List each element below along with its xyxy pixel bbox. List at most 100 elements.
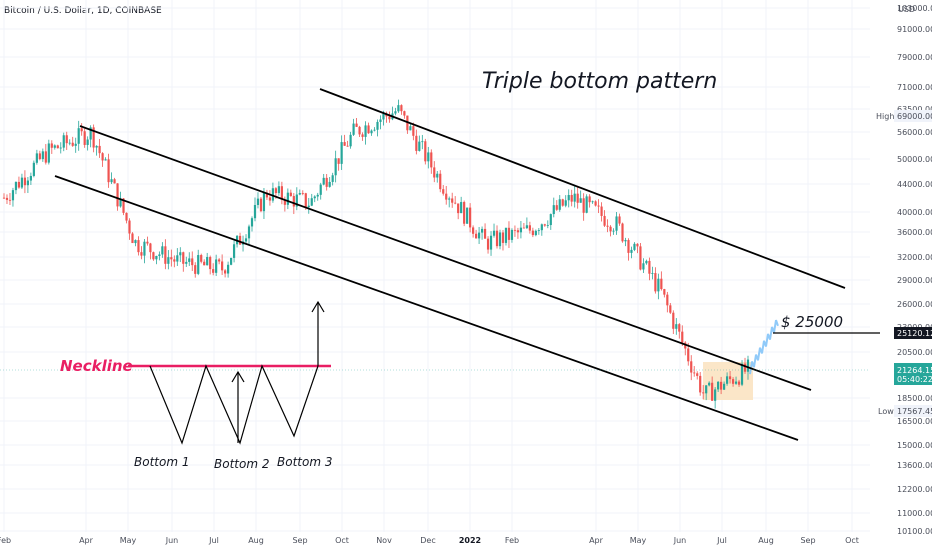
price-tick-label: 32000.00 xyxy=(897,253,932,262)
projection-line xyxy=(749,319,779,375)
candle xyxy=(268,190,272,206)
candle xyxy=(352,118,355,136)
price-axis[interactable]: 103000.00 91000.00 79000.00 71000.00 63500.0… xyxy=(897,4,932,536)
candle xyxy=(77,120,80,151)
candle xyxy=(516,227,520,239)
candle xyxy=(259,196,263,213)
channel-lines xyxy=(54,88,846,441)
candle xyxy=(224,269,227,278)
price-tick-label: 15000.00 xyxy=(897,441,932,450)
candle xyxy=(561,198,564,207)
price-tick-label: 50000.00 xyxy=(897,155,932,164)
candle xyxy=(558,195,561,212)
candle xyxy=(277,181,280,196)
candle xyxy=(412,122,415,141)
candle xyxy=(705,385,708,401)
time-axis[interactable]: Feb Apr May Jun Jul Aug Sep Oct Nov Dec 2022 Feb Apr… xyxy=(0,536,859,545)
candle xyxy=(173,255,176,268)
candle xyxy=(373,127,376,132)
candle xyxy=(218,258,221,265)
candle xyxy=(510,228,514,243)
price-tick-label: 71000.00 xyxy=(897,83,932,92)
time-tick-label: Jun xyxy=(673,536,687,545)
candle xyxy=(265,189,269,201)
candle xyxy=(618,213,621,226)
candle xyxy=(436,170,439,183)
candle xyxy=(20,173,24,189)
candle xyxy=(334,150,337,183)
candle xyxy=(367,122,370,134)
candle xyxy=(609,225,612,237)
candle xyxy=(59,142,62,154)
low-tag: Low 17567.45 xyxy=(878,405,932,417)
breakout-arrow-head xyxy=(311,300,325,313)
candle xyxy=(693,366,696,377)
candle xyxy=(256,192,260,209)
candle xyxy=(633,242,636,252)
candle xyxy=(737,379,741,387)
candle xyxy=(522,222,526,229)
candle xyxy=(681,325,684,346)
candle xyxy=(457,203,460,220)
candle xyxy=(711,376,714,401)
candle xyxy=(531,227,534,238)
candle xyxy=(232,240,236,263)
candle xyxy=(271,182,275,203)
candle xyxy=(11,187,15,207)
candle xyxy=(579,190,582,203)
candle xyxy=(657,273,660,300)
time-tick-label: Sep xyxy=(292,536,307,545)
candle xyxy=(725,372,729,386)
price-tick-label: 103000.00 xyxy=(897,4,932,13)
candle xyxy=(221,254,224,275)
candle xyxy=(424,138,427,165)
candle xyxy=(603,210,606,227)
candle xyxy=(349,131,352,149)
candle xyxy=(128,218,131,240)
candle xyxy=(648,257,651,281)
price-tick-label: 79000.00 xyxy=(897,53,932,62)
candle xyxy=(627,238,630,261)
candle xyxy=(80,123,83,136)
low-tag-value: 17567.45 xyxy=(897,407,932,416)
candle xyxy=(89,125,92,148)
time-tick-label: Aug xyxy=(248,536,264,545)
candle xyxy=(669,303,672,314)
candle xyxy=(696,371,699,380)
price-tick-label: 63500.00 xyxy=(897,105,932,114)
candle xyxy=(448,196,451,208)
last-price-value: 21264.15 xyxy=(897,366,932,375)
candle xyxy=(606,219,609,233)
candle xyxy=(702,384,705,400)
candle xyxy=(200,253,203,264)
candle xyxy=(98,139,101,158)
candle xyxy=(731,377,735,387)
price-tick-label: 44000.00 xyxy=(897,180,932,189)
candle xyxy=(582,193,585,221)
candle xyxy=(594,200,597,207)
candle xyxy=(134,239,137,247)
time-tick-label: Jul xyxy=(208,536,219,545)
lower-channel-line-1 xyxy=(54,175,799,441)
candle xyxy=(469,203,472,233)
candle xyxy=(32,160,35,178)
candle xyxy=(591,200,594,204)
time-tick-label: Jul xyxy=(716,536,727,545)
candle xyxy=(728,370,732,384)
high-tag-label: High xyxy=(876,112,894,121)
candle xyxy=(433,161,436,183)
candle xyxy=(131,232,134,244)
candle xyxy=(403,110,406,119)
candle xyxy=(400,104,403,115)
candle xyxy=(47,139,50,165)
candle xyxy=(110,172,113,185)
target-tag: 25120.12 xyxy=(894,327,932,339)
time-tick-label: Oct xyxy=(845,536,859,545)
candle xyxy=(229,257,233,266)
candle xyxy=(612,228,615,235)
price-tick-label: 36000.00 xyxy=(897,228,932,237)
candle xyxy=(460,196,463,214)
time-tick-label: Feb xyxy=(505,536,519,545)
candle xyxy=(38,150,41,161)
